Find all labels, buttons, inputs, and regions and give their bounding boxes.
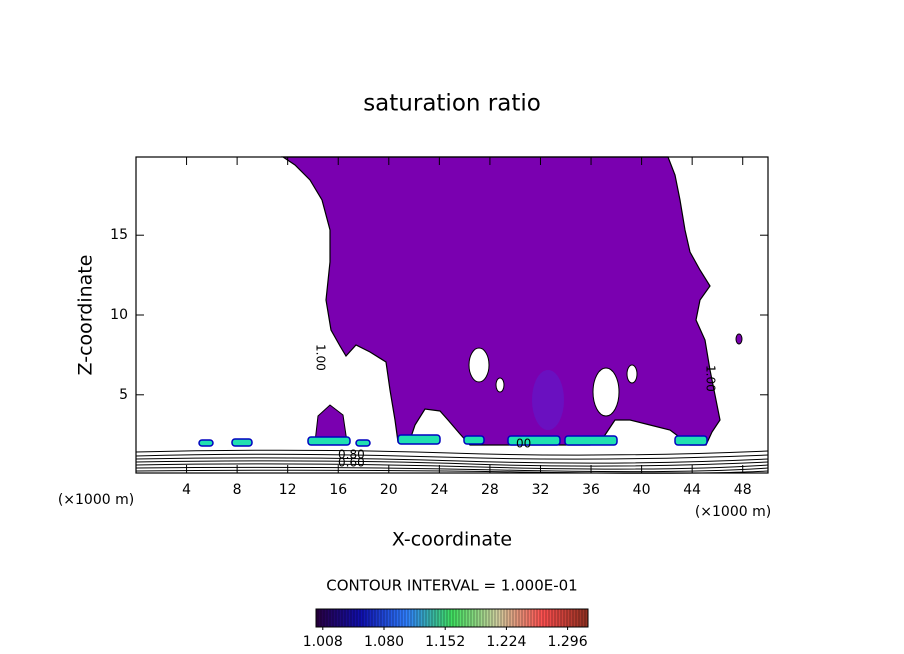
x-tick-label: 8 — [233, 482, 242, 498]
y-tick-label: 15 — [110, 227, 128, 243]
cloud-base — [198, 434, 708, 447]
inner-region — [532, 370, 564, 430]
y-unit: (×1000 m) — [58, 492, 134, 508]
contour-label: 0.80 — [338, 448, 365, 462]
hole — [468, 347, 490, 383]
y-axis-label: Z-coordinate — [75, 255, 97, 376]
x-tick-label: 24 — [430, 482, 448, 498]
contour-interval: CONTOUR INTERVAL = 1.000E-01 — [326, 577, 577, 595]
contour-label: 1.00 — [704, 365, 718, 392]
field: 1.00 0.80 0.60 1.00 00 — [135, 156, 769, 474]
hole — [626, 364, 638, 384]
x-tick-label: 28 — [481, 482, 499, 498]
x-tick-label: 4 — [182, 482, 191, 498]
x-unit: (×1000 m) — [695, 504, 771, 520]
chart-title: saturation ratio — [363, 91, 541, 117]
x-axis-label: X-coordinate — [392, 529, 512, 551]
x-tick-label: 20 — [380, 482, 398, 498]
x-tick-label: 40 — [633, 482, 651, 498]
x-tick-label: 12 — [279, 482, 297, 498]
contour-label: 00 — [516, 437, 531, 451]
x-tick-label: 32 — [532, 482, 550, 498]
colorbar-label: 1.152 — [425, 634, 465, 650]
x-tick-label: 48 — [734, 482, 752, 498]
saturated-region — [281, 156, 721, 446]
colorbar-label: 1.080 — [364, 634, 404, 650]
colorbar-frame — [315, 608, 589, 628]
colorbar-label: 1.008 — [303, 634, 343, 650]
contour-lines — [135, 449, 769, 474]
blob — [735, 333, 743, 345]
colorbar: 1.008 1.080 1.152 1.224 1.296 — [303, 608, 589, 650]
x-tick-label: 44 — [683, 482, 701, 498]
y-tick-label: 5 — [119, 387, 128, 403]
contour-label: 0.60 — [338, 456, 365, 470]
hole — [592, 367, 620, 417]
colorbar-fill — [316, 609, 588, 627]
y-tick-label: 10 — [110, 307, 128, 323]
colorbar-label: 1.224 — [486, 634, 526, 650]
hole — [495, 377, 505, 393]
colorbar-label: 1.296 — [548, 634, 588, 650]
x-tick-label: 36 — [582, 482, 600, 498]
contour-label: 1.00 — [314, 344, 328, 371]
x-tick-label: 16 — [329, 482, 347, 498]
